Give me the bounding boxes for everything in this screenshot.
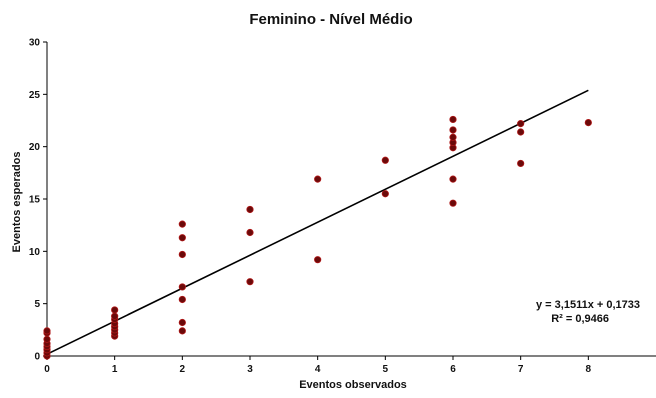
data-point — [449, 199, 457, 207]
data-point — [449, 133, 457, 141]
x-tick-label: 8 — [586, 364, 592, 375]
data-point — [246, 205, 254, 214]
x-tick-label: 2 — [180, 364, 186, 375]
y-tick-label: 15 — [29, 195, 41, 206]
data-point — [111, 306, 119, 314]
data-point — [178, 327, 186, 335]
y-tick-label: 20 — [29, 142, 41, 153]
data-point — [517, 128, 525, 136]
data-point — [517, 159, 525, 168]
y-tick-label: 30 — [29, 38, 41, 49]
x-tick-label: 6 — [450, 364, 456, 375]
data-point — [178, 283, 186, 291]
x-axis-label: Eventos observados — [299, 379, 407, 391]
data-point — [314, 256, 322, 264]
data-point — [178, 318, 186, 327]
data-point — [178, 220, 186, 228]
x-tick-label: 5 — [383, 364, 389, 375]
x-tick-label: 3 — [247, 364, 253, 375]
data-point — [246, 228, 254, 237]
data-point — [381, 190, 389, 198]
data-point — [449, 126, 457, 134]
plot-area: 0 5 10 15 20 25 30 0 1 2 3 4 5 6 7 8 — [29, 38, 656, 375]
y-tick-label: 0 — [34, 352, 40, 363]
x-tick-label: 4 — [315, 364, 321, 375]
y-tick-label: 5 — [34, 299, 40, 310]
data-point — [111, 312, 119, 320]
data-point — [178, 295, 186, 304]
y-axis-label: Eventos esperados — [11, 152, 23, 253]
data-point — [584, 118, 592, 127]
data-point — [43, 335, 51, 343]
data-point — [314, 175, 322, 183]
x-tick-label: 1 — [112, 364, 118, 375]
data-point — [246, 278, 254, 286]
y-tick-label: 10 — [29, 247, 41, 258]
trendline — [46, 89, 589, 355]
data-point — [381, 156, 389, 164]
data-point — [449, 175, 457, 183]
y-tick-label: 25 — [29, 90, 41, 101]
data-point — [178, 234, 186, 242]
chart-title: Feminino - Nível Médio — [249, 11, 412, 28]
data-point — [178, 250, 186, 259]
data-point — [517, 120, 525, 128]
trendline-equation: y = 3,1511x + 0,1733 — [536, 299, 640, 311]
data-point — [449, 115, 457, 124]
data-point — [43, 327, 51, 335]
x-tick-label: 0 — [44, 364, 50, 375]
x-tick-label: 7 — [518, 364, 524, 375]
r-squared-label: R² = 0,9466 — [551, 313, 609, 325]
